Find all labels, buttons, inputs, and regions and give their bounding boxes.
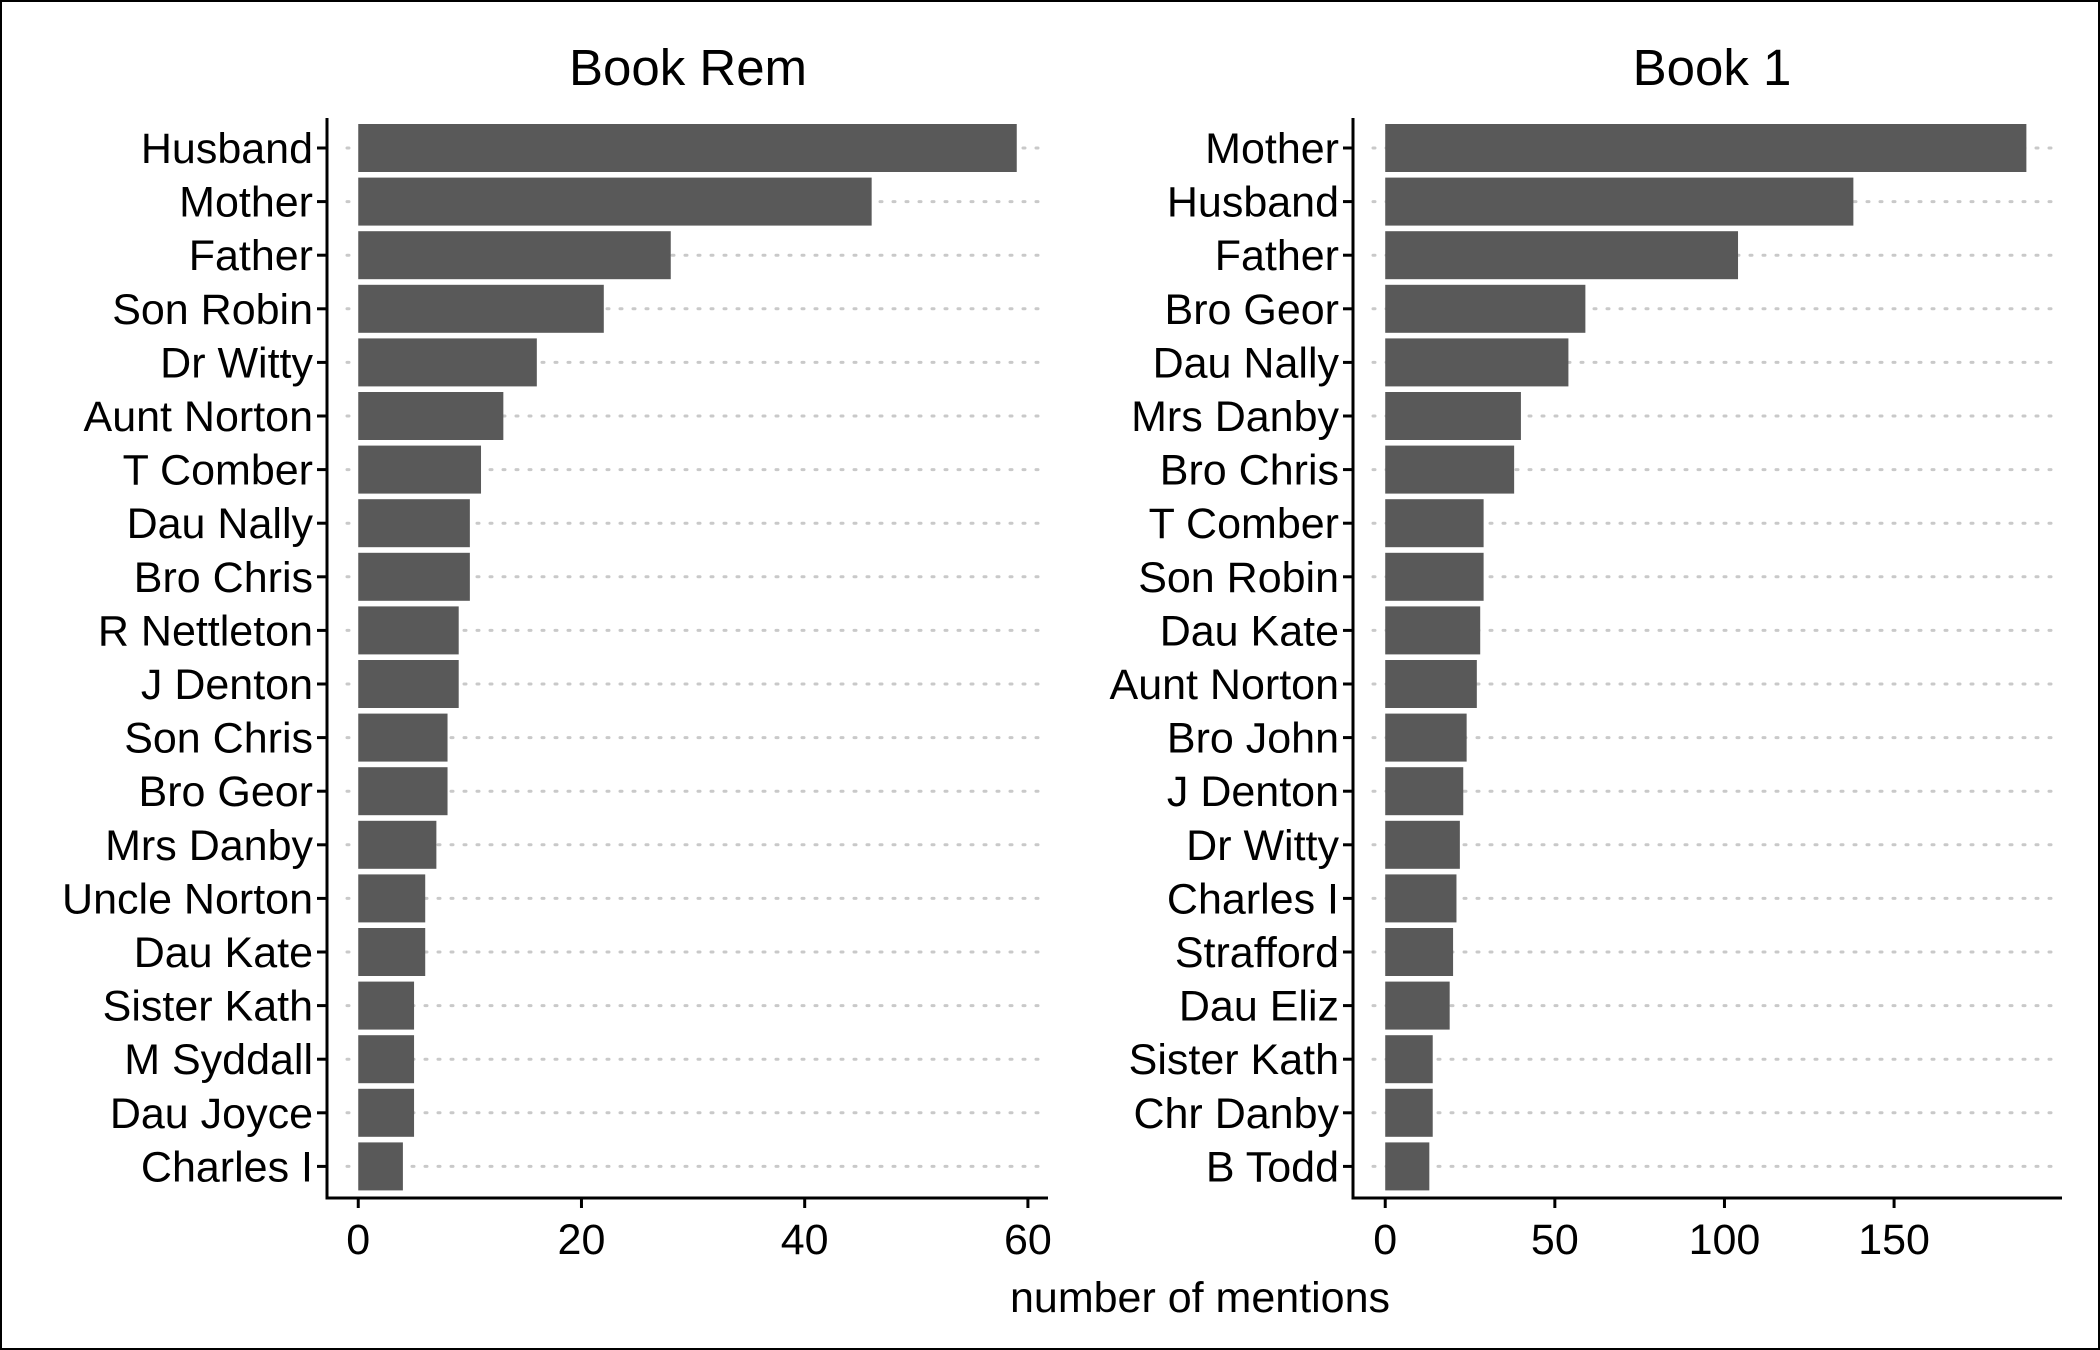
category-label: Dau Joyce (110, 1090, 313, 1138)
bar-son-robin (1385, 552, 1484, 601)
category-label: Dau Nally (1153, 339, 1340, 387)
bar-t-comber (1385, 499, 1484, 548)
category-label: Son Robin (112, 286, 313, 334)
x-tick-label: 0 (346, 1216, 370, 1264)
bar-aunt-norton (1385, 660, 1477, 708)
category-label: Mrs Danby (105, 822, 313, 870)
bar-dau-eliz (1385, 981, 1450, 1030)
category-label: Husband (1167, 179, 1339, 227)
category-label: Mother (1205, 125, 1339, 173)
panel-book-1: Book 1 Mother Husband Father Bro Geor Dau Nal… (1110, 39, 2064, 1264)
category-label: Dr Witty (160, 339, 313, 387)
category-label: Son Chris (124, 715, 313, 763)
bar-son-chris (358, 713, 448, 762)
bar-r-nettleton (358, 606, 459, 655)
category-label: R Nettleton (98, 607, 313, 655)
bar-dau-nally (358, 499, 470, 548)
bar-strafford (1385, 928, 1454, 976)
bar-father (1385, 231, 1739, 280)
bar-uncle-norton (358, 874, 426, 923)
category-label: Sister Kath (103, 983, 313, 1031)
bar-son-robin (358, 284, 604, 333)
category-label: B Todd (1206, 1143, 1339, 1191)
x-tick-label: 100 (1689, 1216, 1761, 1264)
category-label: Dau Eliz (1179, 983, 1339, 1031)
category-label: Bro Chris (1160, 447, 1339, 495)
category-label: Father (189, 232, 313, 280)
category-label: Mrs Danby (1131, 393, 1339, 441)
bar-bro-geor (358, 767, 448, 816)
x-tick-label: 150 (1858, 1216, 1930, 1264)
bar-mother (358, 177, 872, 226)
category-label: T Comber (123, 447, 313, 495)
bar-mrs-danby (358, 820, 437, 869)
category-label: Aunt Norton (84, 393, 313, 441)
category-label: Dau Kate (134, 929, 313, 977)
category-label: T Comber (1149, 500, 1339, 548)
category-label: J Denton (141, 661, 313, 709)
x-axis-label: number of mentions (1010, 1274, 1390, 1322)
x-tick-label: 60 (1004, 1216, 1052, 1264)
bar-sister-kath (1385, 1035, 1433, 1084)
bar-sister-kath (358, 981, 415, 1030)
category-label: Strafford (1175, 929, 1339, 977)
category-label: Son Robin (1138, 554, 1339, 602)
bar-husband (358, 124, 1017, 172)
bar-mother (1385, 124, 2027, 172)
category-label: Husband (141, 125, 313, 173)
x-tick-label: 40 (781, 1216, 829, 1264)
bar-charles-i (358, 1142, 403, 1191)
category-label: Charles I (1167, 875, 1339, 923)
bar-mrs-danby (1385, 392, 1521, 440)
bar-charles-i (1385, 874, 1457, 923)
bar-j-denton (358, 660, 459, 708)
bar-bro-geor (1385, 284, 1586, 333)
bar-bro-chris (1385, 445, 1515, 494)
x-tick-label: 20 (558, 1216, 606, 1264)
bar-dr-witty (1385, 820, 1460, 869)
bar-dau-kate (1385, 606, 1481, 655)
x-tick-label: 50 (1531, 1216, 1579, 1264)
category-label: Dau Kate (1160, 607, 1339, 655)
bar-t-comber (358, 445, 482, 494)
bar-j-denton (1385, 767, 1464, 816)
panel-book-rem: Book Rem Husband Mother Father Son Robin Dr W… (62, 39, 1052, 1264)
bar-dr-witty (358, 338, 537, 387)
bar-m-syddall (358, 1035, 415, 1084)
category-label: Bro John (1167, 715, 1339, 763)
panels: Book Rem Husband Mother Father Son Robin Dr W… (62, 39, 2064, 1264)
category-label: Mother (179, 179, 313, 227)
bar-b-todd (1385, 1142, 1430, 1191)
panel-title: Book Rem (569, 39, 807, 96)
category-label: Dr Witty (1186, 822, 1339, 870)
panel-title: Book 1 (1633, 39, 1792, 96)
category-label: Bro Chris (134, 554, 313, 602)
bar-chr-danby (1385, 1088, 1433, 1137)
category-label: Sister Kath (1129, 1036, 1339, 1084)
category-label: Bro Geor (1165, 286, 1339, 334)
bar-bro-john (1385, 713, 1467, 762)
category-label: Uncle Norton (62, 875, 313, 923)
bar-dau-nally (1385, 338, 1569, 387)
category-label: Aunt Norton (1110, 661, 1339, 709)
category-label: Chr Danby (1133, 1090, 1339, 1138)
bar-dau-joyce (358, 1088, 415, 1137)
bar-bro-chris (358, 552, 470, 601)
x-tick-label: 0 (1373, 1216, 1397, 1264)
category-label: Charles I (141, 1143, 313, 1191)
bar-aunt-norton (358, 392, 504, 440)
bar-dau-kate (358, 928, 426, 976)
category-label: Bro Geor (139, 768, 313, 816)
category-label: Father (1215, 232, 1339, 280)
category-label: Dau Nally (127, 500, 314, 548)
bar-husband (1385, 177, 1854, 226)
category-label: J Denton (1167, 768, 1339, 816)
category-label: M Syddall (124, 1036, 313, 1084)
bar-father (358, 231, 671, 280)
